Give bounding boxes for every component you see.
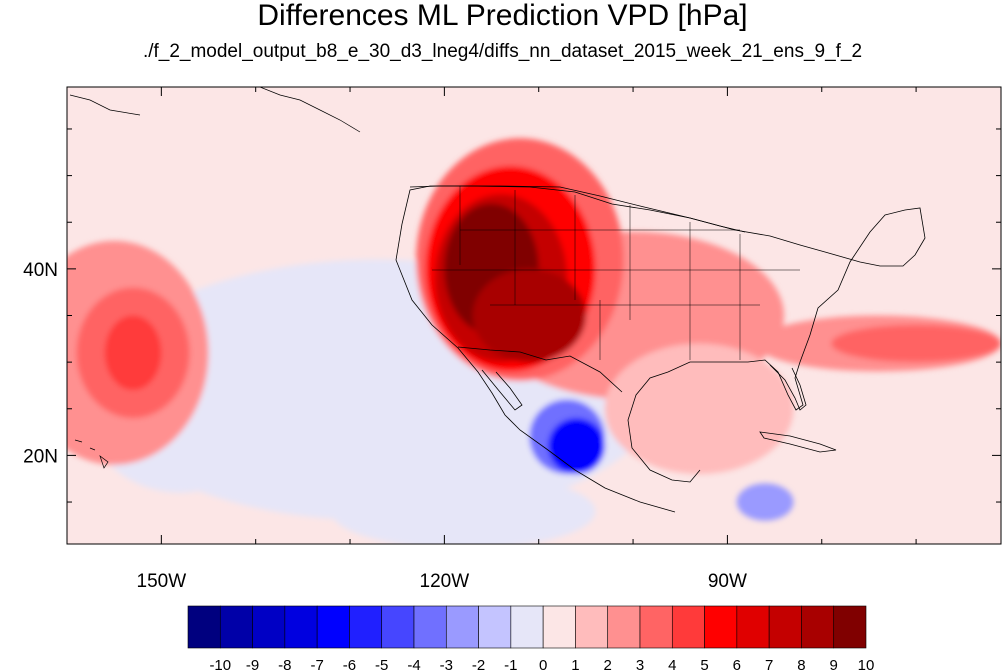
colorbar-swatch bbox=[768, 605, 802, 649]
field-region-9 bbox=[604, 343, 794, 475]
colorbar-swatch bbox=[510, 605, 544, 649]
colorbar-swatch bbox=[381, 605, 415, 649]
cuba-outline bbox=[759, 431, 837, 453]
x-tick-label: 120W bbox=[420, 571, 470, 592]
colorbar-label: -4 bbox=[407, 657, 420, 672]
colorbar-swatch bbox=[219, 605, 253, 649]
colorbar-label: -6 bbox=[343, 657, 356, 672]
colorbar-swatch bbox=[316, 605, 350, 649]
colorbar-swatch bbox=[542, 605, 576, 649]
colorbar-swatch bbox=[478, 605, 512, 649]
north-america-coastline bbox=[401, 185, 926, 483]
colorbar-swatch bbox=[252, 605, 286, 649]
field-region-7 bbox=[831, 324, 1001, 363]
colorbar-label: -10 bbox=[209, 657, 231, 672]
alaska-coast bbox=[69, 87, 361, 133]
field-region-16 bbox=[548, 418, 605, 475]
state-lines bbox=[432, 186, 800, 360]
x-tick-label: 90W bbox=[708, 571, 747, 592]
colorbar-swatch bbox=[639, 605, 673, 649]
baja-california-outline bbox=[481, 369, 523, 411]
colorbar-swatch bbox=[445, 605, 479, 649]
chart-title: Differences ML Prediction VPD [hPa] bbox=[257, 0, 748, 32]
colorbar-label: 7 bbox=[765, 657, 773, 672]
field-region-5 bbox=[104, 315, 162, 391]
colorbar-swatch bbox=[736, 605, 770, 649]
colorbar-label: -9 bbox=[246, 657, 259, 672]
colorbar-swatch bbox=[284, 605, 318, 649]
colorbar-label: 0 bbox=[539, 657, 547, 672]
colorbar-swatch bbox=[413, 605, 447, 649]
colorbar-label: -5 bbox=[375, 657, 388, 672]
colorbar-label: -2 bbox=[472, 657, 485, 672]
colorbar-swatch bbox=[575, 605, 609, 649]
x-tick-label: 150W bbox=[137, 571, 187, 592]
colorbar-swatch bbox=[801, 605, 835, 649]
colorbar-swatch bbox=[607, 605, 641, 649]
colorbar-label: -3 bbox=[440, 657, 453, 672]
colorbar-label: 5 bbox=[700, 657, 708, 672]
colorbar-label: 10 bbox=[858, 657, 875, 672]
y-tick-label: 40N bbox=[23, 260, 58, 281]
chart-subtitle: ./f_2_model_output_b8_e_30_d3_lneg4/diff… bbox=[142, 41, 863, 62]
colorbar-swatch bbox=[187, 605, 221, 649]
colorbar-label: 3 bbox=[636, 657, 644, 672]
colorbar-label: 9 bbox=[830, 657, 838, 672]
hawaii-islands bbox=[74, 439, 109, 469]
colorbar-swatch bbox=[704, 605, 738, 649]
colorbar-label: 8 bbox=[797, 657, 805, 672]
field-region-14 bbox=[472, 268, 586, 363]
y-tick-label: 20N bbox=[23, 446, 58, 467]
field-region-17 bbox=[736, 483, 794, 521]
colorbar-swatch bbox=[833, 605, 867, 649]
field-region-2 bbox=[331, 474, 596, 544]
pacific-coastline bbox=[395, 223, 676, 513]
colorbar-swatch bbox=[671, 605, 705, 649]
colorbar-label: -8 bbox=[278, 657, 291, 672]
colorbar-swatch bbox=[349, 605, 383, 649]
colorbar-label: -1 bbox=[504, 657, 517, 672]
colorbar-label: 6 bbox=[733, 657, 741, 672]
mexico-border bbox=[457, 346, 623, 393]
colorbar-label: -7 bbox=[310, 657, 323, 672]
colorbar-label: 2 bbox=[604, 657, 612, 672]
florida-outline bbox=[769, 364, 807, 411]
colorbar-label: 1 bbox=[571, 657, 579, 672]
colorbar-label: 4 bbox=[668, 657, 676, 672]
